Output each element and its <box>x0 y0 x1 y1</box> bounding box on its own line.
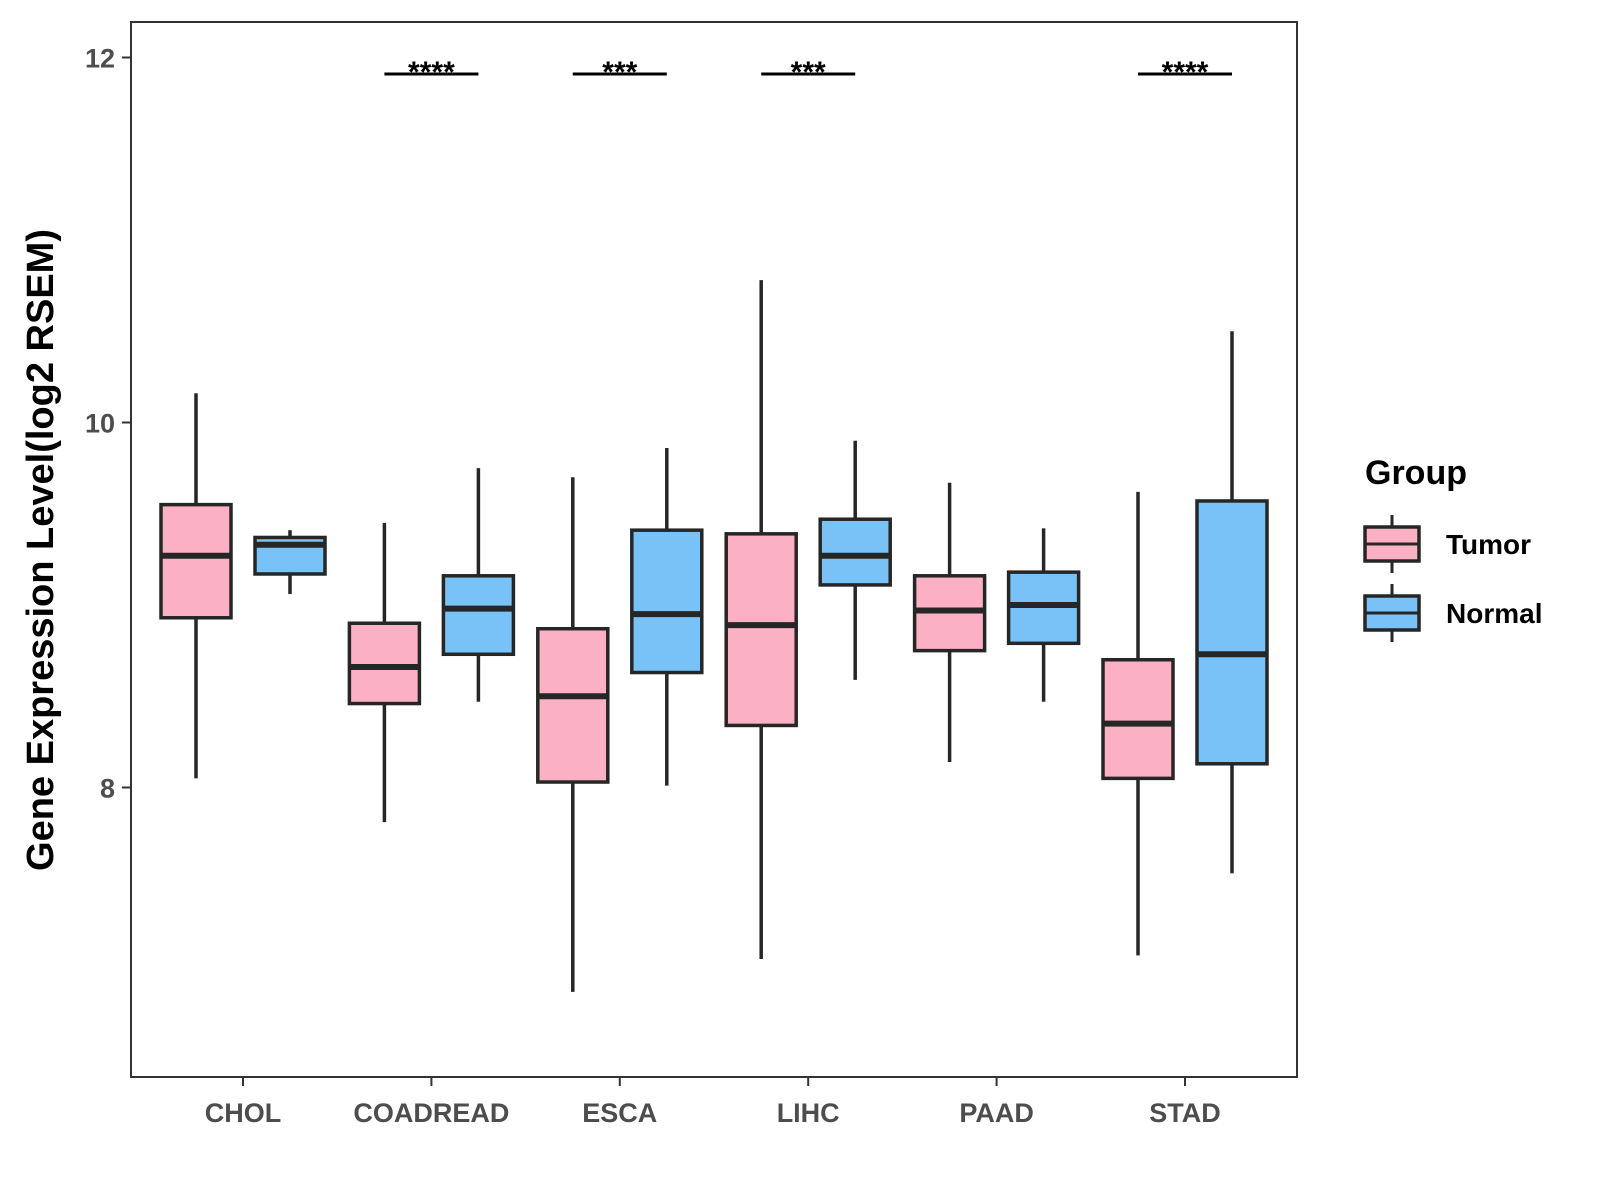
box-tumor-paad <box>912 482 987 762</box>
box-normal-stad <box>1195 331 1269 874</box>
box-iqr <box>347 621 422 706</box>
box-tumor-lihc <box>724 280 798 960</box>
box-iqr <box>1101 658 1175 781</box>
box-iqr <box>159 502 233 620</box>
significance-label: *** <box>602 56 637 89</box>
box-iqr <box>441 574 516 657</box>
significance-label: *** <box>791 56 826 89</box>
x-tick-label: ESCA <box>582 1098 657 1128</box>
y-axis-title: Gene Expression Level(log2 RSEM) <box>20 229 62 871</box>
x-tick-label: COADREAD <box>353 1098 509 1128</box>
legend-key-normal <box>1363 584 1421 642</box>
y-axis: 8 10 12 <box>85 44 131 804</box>
significance-label: **** <box>408 56 455 89</box>
box-tumor-stad <box>1101 491 1175 956</box>
legend-label-tumor: Tumor <box>1446 529 1531 560</box>
boxes-layer <box>159 280 1269 992</box>
box-iqr <box>1195 499 1269 766</box>
x-tick-label: LIHC <box>777 1098 840 1128</box>
legend-label-normal: Normal <box>1446 598 1542 629</box>
significance-layer: **** *** *** **** <box>384 56 1232 89</box>
legend: Group Tumor Normal <box>1363 454 1542 642</box>
legend-key-tumor <box>1363 515 1421 573</box>
box-normal-paad <box>1006 528 1081 702</box>
box-iqr <box>536 626 610 784</box>
legend-title: Group <box>1365 454 1467 492</box>
y-tick-label: 8 <box>100 774 115 804</box>
box-normal-lihc <box>818 440 892 680</box>
box-iqr <box>724 532 798 728</box>
y-tick-label: 12 <box>85 44 115 74</box>
box-tumor-chol <box>159 393 233 779</box>
box-iqr <box>630 528 704 675</box>
x-tick-label: CHOL <box>205 1098 282 1128</box>
significance-label: **** <box>1162 56 1209 89</box>
box-normal-chol <box>253 530 327 595</box>
x-tick-label: STAD <box>1149 1098 1221 1128</box>
x-tick-label: PAAD <box>959 1098 1034 1128</box>
y-tick-label: 10 <box>85 409 115 439</box>
box-normal-coadread <box>441 468 516 702</box>
box-normal-esca <box>630 448 704 786</box>
box-tumor-coadread <box>347 522 422 823</box>
x-axis: CHOL COADREAD ESCA LIHC PAAD STAD <box>205 1077 1221 1128</box>
box-iqr <box>818 517 892 587</box>
box-tumor-esca <box>536 477 610 992</box>
